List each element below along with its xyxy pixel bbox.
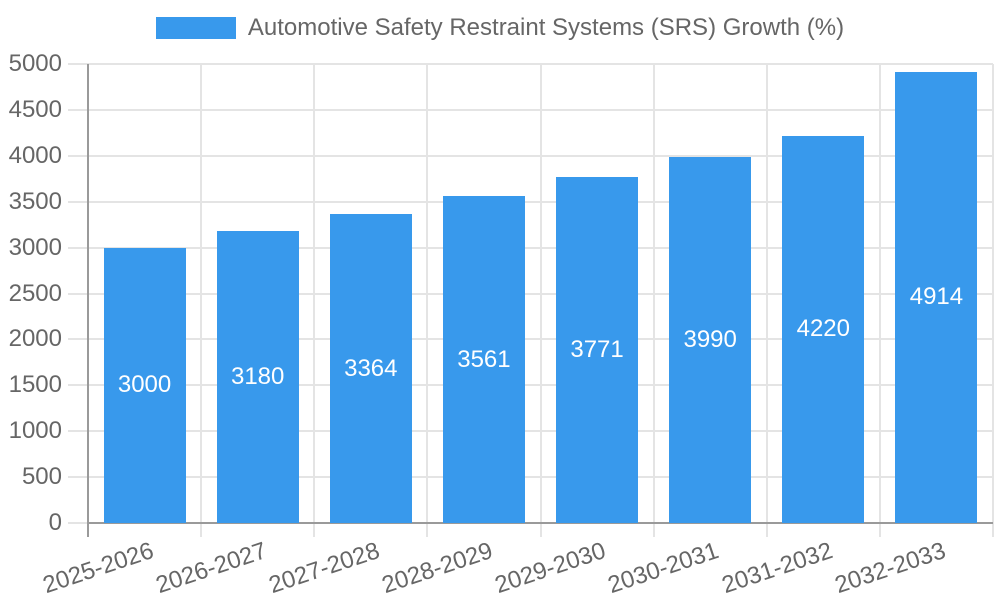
bar-2029-2030[interactable] [556,176,639,523]
bar-2028-2029[interactable] [442,196,525,523]
x-axis-label: 2029-2030 [491,537,610,600]
bar-2026-2027[interactable] [216,231,299,523]
y-axis-tick [68,430,88,433]
legend-label: Automotive Safety Restraint Systems (SRS… [247,14,845,41]
bar-value-label: 3561 [457,345,511,373]
bar-value-label: 3180 [230,363,285,391]
y-axis-label: 4000 [8,141,62,169]
x-axis-tick [765,523,768,537]
x-axis-tick [992,523,994,537]
y-axis-label: 500 [21,463,62,491]
y-axis-line [87,64,89,523]
bar-2030-2031[interactable] [669,156,752,523]
x-axis-tick [539,523,542,537]
y-axis-tick [68,108,88,111]
y-axis-tick [68,292,88,295]
y-axis-tick [68,476,88,479]
bar-value-label: 3771 [570,335,624,363]
bar-value-label: 4914 [909,283,964,311]
gridline-vertical [652,64,655,523]
bar-2025-2026[interactable] [103,247,186,523]
y-axis-tick [68,384,88,387]
x-axis-baseline [88,522,993,524]
gridline-vertical [992,64,994,523]
x-axis-label: 2026-2027 [152,537,270,600]
bar-2031-2032[interactable] [782,135,865,523]
x-axis-tick [652,523,655,537]
y-axis-tick [68,200,88,203]
y-axis-tick [68,338,88,341]
y-axis-label: 4500 [8,95,62,123]
gridline-vertical [765,64,768,523]
y-axis-label: 5000 [8,50,62,77]
x-axis-label: 2031-2032 [718,537,836,600]
bar-2027-2028[interactable] [329,214,412,523]
y-axis-label: 3500 [8,187,62,215]
gridline-vertical [878,64,881,523]
bar-value-label: 3990 [683,325,737,353]
x-axis-tick [87,523,89,537]
chart-legend[interactable]: Automotive Safety Restraint Systems (SRS… [0,14,1000,42]
x-axis-tick [313,523,316,537]
y-axis-label: 2500 [8,279,62,307]
x-axis-label: 2027-2028 [265,537,384,600]
y-axis-tick [68,154,88,157]
gridline-vertical [313,64,316,523]
x-axis-tick [426,523,429,537]
y-axis-tick [68,63,88,65]
bar-2032-2033[interactable] [895,71,978,523]
x-axis-label: 2028-2029 [378,537,497,600]
y-axis-label: 0 [48,509,62,536]
x-axis-label: 2030-2031 [605,537,723,600]
bar-value-label: 3364 [344,354,398,382]
gridline-vertical [426,64,429,523]
y-axis-label: 3000 [8,233,62,261]
bar-value-label: 3000 [117,371,172,399]
y-axis-tick [68,246,88,249]
gridline-vertical [200,64,203,523]
y-axis-tick [68,522,88,524]
y-axis-label: 1500 [8,371,62,399]
x-axis-tick [878,523,881,537]
x-axis-label: 2032-2033 [831,537,949,600]
bar-value-label: 4220 [796,315,850,343]
gridline-vertical [539,64,542,523]
legend-swatch [155,17,236,39]
y-axis-label: 1000 [8,417,62,445]
x-axis-tick [200,523,203,537]
y-axis-label: 2000 [8,325,62,353]
x-axis-label: 2025-2026 [39,537,157,600]
